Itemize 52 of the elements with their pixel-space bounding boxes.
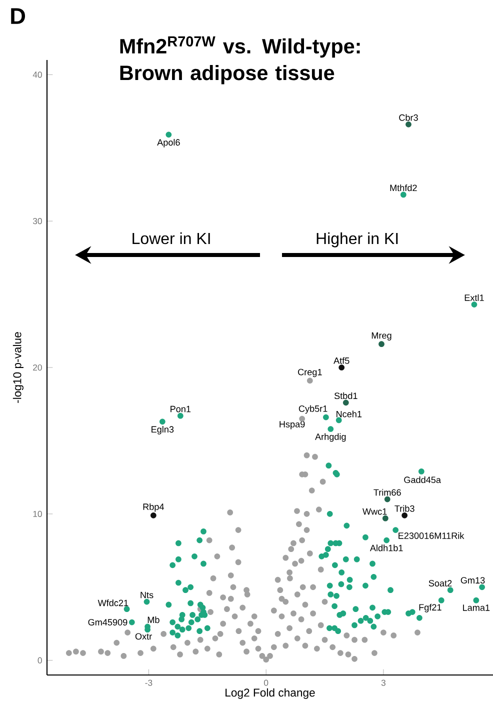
annotation: E230016M11Rik (398, 532, 464, 539)
point (382, 515, 388, 522)
annotation: Mb (148, 616, 160, 624)
point (384, 496, 390, 502)
annotation: Hspa9 (280, 421, 305, 430)
annotation: Arhgdig (315, 433, 346, 442)
annotation: Gm13 (460, 577, 485, 584)
annotation: Higher in KI (316, 232, 398, 248)
y-tick-label: 10 (33, 510, 42, 517)
annotation: Lower in KI (132, 232, 210, 244)
x-tick-label: 3 (381, 680, 386, 686)
annotation: Extl1 (464, 294, 484, 301)
point (378, 341, 384, 348)
annotation: Trim66 (374, 489, 401, 496)
chart-title: Mfn2$^{R707W}$ vs. Wild-type: Brown adipose tissue (120, 36, 360, 84)
annotation: Gm45909 (88, 619, 128, 626)
annotation: Nts (140, 592, 154, 598)
point (402, 512, 408, 518)
y-tick-label: 40 (32, 72, 42, 78)
annotation: Aldh1b1 (370, 544, 403, 552)
annotation: Soat2 (428, 580, 452, 586)
annotation: Egln3 (152, 426, 174, 434)
annotation: Nceh1 (336, 410, 362, 418)
annotation: Apol6 (157, 138, 180, 148)
annotation: Mthfd2 (390, 184, 417, 192)
annotation: Lama1 (463, 604, 490, 611)
x-axis-title: Log2 Fold change (226, 688, 315, 699)
annotation: Mreg (372, 332, 392, 340)
annotation: Gadd45a (404, 476, 441, 484)
point (342, 400, 349, 406)
point (150, 512, 156, 518)
annotation: Wwc1 (362, 508, 387, 515)
annotation: Stbd1 (334, 392, 358, 400)
annotation: Cbr3 (399, 114, 418, 121)
annotation: Cyb5r1 (298, 405, 328, 414)
annotation: Rbp4 (143, 503, 164, 512)
annotation: Atf5 (334, 357, 350, 364)
annotation: Pon1 (170, 406, 191, 412)
x-tick-label: -3 (145, 680, 152, 686)
y-tick-label: 30 (32, 218, 42, 224)
annotation: Wfdc21 (98, 600, 128, 606)
text: D (11, 8, 26, 24)
y-axis-title: -log10 p-value (12, 332, 24, 403)
annotation: Oxtr (135, 633, 152, 640)
annotation: Fgf21 (419, 604, 442, 612)
point (406, 122, 412, 128)
y-tick-label: 20 (33, 364, 42, 371)
annotation: Creg1 (298, 368, 322, 378)
y-tick-label: 0 (38, 657, 42, 664)
annotation: Trib3 (394, 505, 414, 512)
x-tick-label: 0 (264, 680, 268, 686)
point (338, 364, 345, 370)
